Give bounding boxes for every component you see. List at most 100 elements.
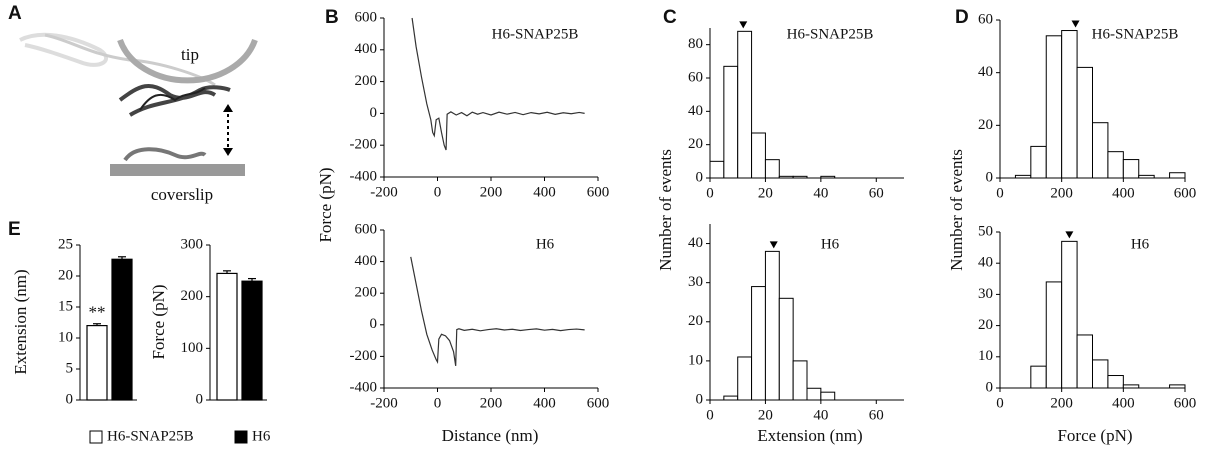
y-tick-label: 0 [986, 169, 994, 185]
x-axis-label: Extension (nm) [757, 426, 862, 445]
bar [216, 272, 238, 401]
histogram-bar [737, 30, 753, 179]
histogram-bar [1169, 384, 1186, 389]
mean-marker [769, 241, 778, 249]
annotation: ** [89, 303, 106, 322]
x-tick-label: 20 [758, 185, 773, 201]
y-tick-label: 300 [181, 236, 204, 252]
histogram-bar [1076, 66, 1094, 179]
histogram-bar [806, 387, 822, 401]
x-tick-label: 600 [1174, 185, 1197, 201]
y-tick-label: 20 [978, 117, 993, 133]
y-tick-label: 20 [978, 317, 993, 333]
x-tick-label: 60 [869, 185, 884, 201]
y-tick-label: 600 [355, 9, 378, 25]
y-axis-label: Force (pN) [316, 167, 335, 242]
chart-title: H6-SNAP25B [787, 26, 874, 42]
chart-title: H6 [821, 236, 840, 252]
legend-label: H6-SNAP25B [107, 428, 194, 444]
y-tick-label: 40 [978, 64, 993, 80]
y-tick-label: 20 [58, 267, 73, 283]
histogram-bar [792, 175, 808, 179]
chart-title: H6-SNAP25B [492, 26, 579, 42]
coverslip-shape [110, 164, 245, 176]
histogram-bar [1014, 174, 1032, 179]
y-tick-label: 60 [978, 11, 993, 27]
x-tick-label: 600 [587, 395, 610, 411]
legend-label: H6 [252, 428, 271, 444]
panel-label: E [8, 219, 21, 240]
panel-label: C [663, 7, 677, 28]
x-tick-label: 200 [480, 184, 503, 200]
x-tick-label: 600 [1174, 395, 1197, 411]
y-tick-label: -400 [350, 379, 378, 395]
x-tick-label: 200 [1050, 185, 1073, 201]
x-tick-label: -200 [370, 184, 398, 200]
y-tick-label: 0 [370, 105, 378, 121]
y-tick-label: -200 [350, 137, 378, 153]
histogram-bar [792, 360, 808, 401]
legend-swatch [89, 430, 103, 444]
y-tick-label: 40 [688, 103, 703, 119]
x-tick-label: 400 [1112, 185, 1135, 201]
y-tick-label: 0 [696, 169, 704, 185]
chart-title: H6 [1131, 236, 1150, 252]
y-tick-label: -400 [350, 168, 378, 184]
x-tick-label: 20 [758, 407, 773, 423]
x-tick-label: 600 [587, 184, 610, 200]
histogram-bar [1122, 384, 1140, 389]
histogram-bar [1092, 359, 1109, 389]
histogram-bar [1030, 145, 1047, 179]
histogram-bar [778, 297, 794, 401]
y-tick-label: 200 [181, 288, 204, 304]
x-tick-label: 40 [813, 407, 828, 423]
histogram-bar [764, 250, 780, 401]
x-tick-label: 200 [1050, 395, 1073, 411]
panel-label: A [8, 3, 22, 24]
x-tick-label: 0 [434, 184, 442, 200]
y-tick-label: 200 [355, 285, 378, 301]
histogram-bar [709, 160, 725, 179]
x-axis-label: Force (pN) [1057, 426, 1132, 445]
histogram-bar [1138, 174, 1155, 179]
y-tick-label: 80 [688, 36, 703, 52]
y-tick-label: 50 [978, 223, 993, 239]
histogram-bar [1076, 334, 1094, 389]
x-tick-label: 0 [996, 185, 1004, 201]
y-tick-label: 10 [688, 352, 703, 368]
chart-title: H6 [536, 236, 555, 252]
histogram-bar [723, 395, 739, 401]
mean-marker [1065, 231, 1074, 239]
y-tick-label: 10 [978, 348, 993, 364]
coverslip-label: coverslip [151, 185, 213, 204]
x-tick-label: 200 [480, 395, 503, 411]
histogram-bar [1061, 30, 1078, 179]
y-tick-label: 60 [688, 69, 703, 85]
y-tick-label: 25 [58, 236, 73, 252]
histogram-bar [778, 175, 794, 179]
legend-swatch [234, 430, 248, 444]
y-tick-label: 0 [986, 379, 994, 395]
y-tick-label: 20 [688, 136, 703, 152]
bar [111, 258, 133, 401]
panel-label: B [325, 7, 339, 28]
tip-shape [117, 38, 258, 84]
x-tick-label: 40 [813, 185, 828, 201]
y-tick-label: 15 [58, 298, 73, 314]
y-tick-label: 200 [355, 73, 378, 89]
x-tick-label: -200 [370, 395, 398, 411]
y-tick-label: 600 [355, 221, 378, 237]
y-tick-label: 10 [58, 329, 73, 345]
x-tick-label: 400 [533, 395, 556, 411]
panel-label: D [955, 7, 969, 28]
y-axis-label: Force (pN) [149, 284, 168, 359]
histogram-bar [1107, 375, 1124, 389]
force-curve [411, 17, 585, 151]
y-axis-label: Number of events [656, 149, 675, 271]
y-tick-label: 400 [355, 253, 378, 269]
histogram-bar [764, 159, 780, 179]
y-tick-label: 100 [181, 340, 204, 356]
x-tick-label: 60 [869, 407, 884, 423]
schematic: A tip coverslip [8, 3, 258, 204]
